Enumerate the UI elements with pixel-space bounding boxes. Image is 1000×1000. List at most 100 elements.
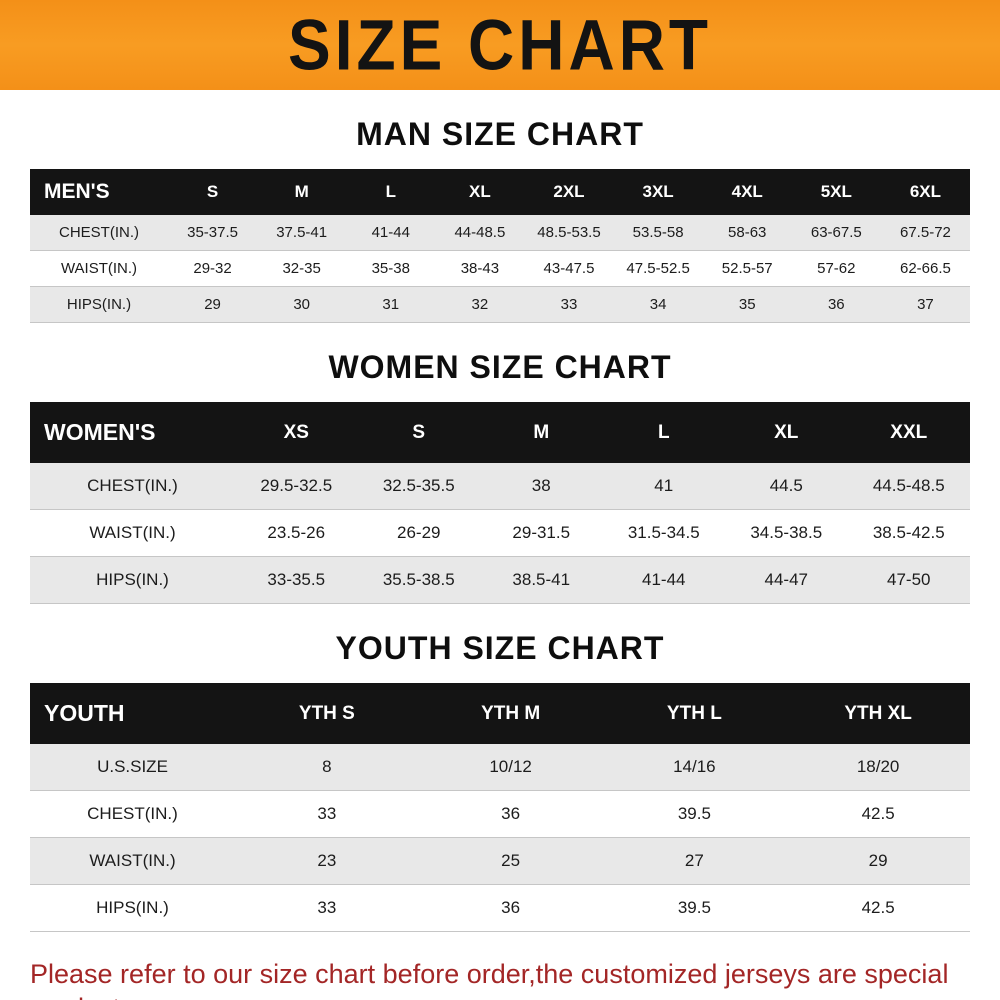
value-cell: 62-66.5 [880, 250, 970, 287]
value-cell: 57-62 [791, 250, 881, 287]
value-cell: 47-50 [847, 556, 970, 604]
value-cell: 38-43 [435, 250, 525, 287]
size-header-cell: YTH S [235, 683, 419, 744]
table-row: U.S.SIZE 8 10/12 14/16 18/20 [30, 744, 970, 791]
value-cell: 23 [235, 837, 419, 885]
value-cell: 8 [235, 744, 419, 791]
value-cell: 29 [168, 286, 258, 323]
measure-label-cell: HIPS(IN.) [30, 286, 168, 323]
value-cell: 37.5-41 [257, 215, 347, 251]
value-cell: 44.5-48.5 [847, 463, 970, 510]
table-row: HIPS(IN.) 29 30 31 32 33 34 35 36 37 [30, 286, 970, 323]
value-cell: 27 [602, 837, 787, 885]
value-cell: 41-44 [602, 556, 725, 604]
table-title-cell: MEN'S [30, 169, 168, 215]
measure-label-cell: WAIST(IN.) [30, 509, 235, 557]
value-cell: 26-29 [357, 509, 480, 557]
youth-size-section: YOUTH SIZE CHART YOUTH YTH S YTH M YTH L YTH… [0, 604, 1000, 932]
page-title: SIZE CHART [288, 4, 712, 86]
women-size-section: WOMEN SIZE CHART WOMEN'S XS S M L XL XXL CHEST(… [0, 323, 1000, 604]
value-cell: 44.5 [725, 463, 848, 510]
value-cell: 31 [346, 286, 436, 323]
value-cell: 35 [702, 286, 792, 323]
size-header-cell: M [480, 402, 603, 463]
size-header-cell: XS [235, 402, 358, 463]
women-size-table: WOMEN'S XS S M L XL XXL CHEST(IN.) 29.5-32.5 32.5… [30, 402, 970, 604]
value-cell: 29-31.5 [480, 509, 603, 557]
size-header-cell: 2XL [524, 169, 614, 215]
size-header-cell: 4XL [702, 169, 792, 215]
value-cell: 41-44 [346, 215, 436, 251]
disclaimer-line-1: Please refer to our size chart before or… [30, 959, 949, 1000]
value-cell: 36 [418, 884, 603, 932]
size-header-cell: L [602, 402, 725, 463]
value-cell: 32.5-35.5 [357, 463, 480, 510]
value-cell: 35.5-38.5 [357, 556, 480, 604]
value-cell: 29-32 [168, 250, 258, 287]
value-cell: 35-38 [346, 250, 436, 287]
man-section-title: MAN SIZE CHART [356, 116, 644, 152]
value-cell: 63-67.5 [791, 215, 881, 251]
size-header-cell: S [168, 169, 258, 215]
size-header-cell: YTH XL [786, 683, 970, 744]
size-header-cell: YTH L [602, 683, 787, 744]
table-row: WAIST(IN.) 23 25 27 29 [30, 837, 970, 885]
table-row: WAIST(IN.) 29-32 32-35 35-38 38-43 43-47.5 47.… [30, 250, 970, 287]
measure-label-cell: HIPS(IN.) [30, 556, 235, 604]
measure-label-cell: CHEST(IN.) [30, 463, 235, 510]
table-row: HIPS(IN.) 33 36 39.5 42.5 [30, 884, 970, 932]
table-row: WAIST(IN.) 23.5-26 26-29 29-31.5 31.5-34.5 34… [30, 509, 970, 557]
value-cell: 38.5-42.5 [847, 509, 970, 557]
value-cell: 52.5-57 [702, 250, 792, 287]
value-cell: 48.5-53.5 [524, 215, 614, 251]
value-cell: 23.5-26 [235, 509, 358, 557]
value-cell: 47.5-52.5 [613, 250, 703, 287]
value-cell: 37 [880, 286, 970, 323]
table-row: CHEST(IN.) 29.5-32.5 32.5-35.5 38 41 44.5 44.5… [30, 463, 970, 510]
value-cell: 41 [602, 463, 725, 510]
value-cell: 34 [613, 286, 703, 323]
value-cell: 33-35.5 [235, 556, 358, 604]
man-size-table: MEN'S S M L XL 2XL 3XL 4XL 5XL 6XL CHEST(IN.) 35-37… [30, 169, 970, 323]
value-cell: 42.5 [786, 790, 970, 838]
table-title-cell: YOUTH [30, 683, 235, 744]
value-cell: 42.5 [786, 884, 970, 932]
table-header-row: MEN'S S M L XL 2XL 3XL 4XL 5XL 6XL [30, 169, 970, 215]
value-cell: 43-47.5 [524, 250, 614, 287]
value-cell: 34.5-38.5 [725, 509, 848, 557]
youth-size-table: YOUTH YTH S YTH M YTH L YTH XL U.S.SIZE 8 10/12… [30, 683, 970, 932]
table-header-row: WOMEN'S XS S M L XL XXL [30, 402, 970, 463]
value-cell: 33 [235, 790, 419, 838]
size-header-cell: YTH M [418, 683, 603, 744]
value-cell: 38 [480, 463, 603, 510]
value-cell: 53.5-58 [613, 215, 703, 251]
measure-label-cell: CHEST(IN.) [30, 790, 235, 838]
man-size-section: MAN SIZE CHART MEN'S S M L XL 2XL 3XL 4XL 5XL 6XL… [0, 90, 1000, 323]
value-cell: 30 [257, 286, 347, 323]
table-row: CHEST(IN.) 33 36 39.5 42.5 [30, 790, 970, 838]
value-cell: 39.5 [602, 884, 787, 932]
size-header-cell: M [257, 169, 347, 215]
value-cell: 33 [524, 286, 614, 323]
value-cell: 36 [418, 790, 603, 838]
measure-label-cell: HIPS(IN.) [30, 884, 235, 932]
size-header-cell: XXL [847, 402, 970, 463]
value-cell: 44-48.5 [435, 215, 525, 251]
value-cell: 25 [418, 837, 603, 885]
value-cell: 14/16 [602, 744, 787, 791]
value-cell: 35-37.5 [168, 215, 258, 251]
value-cell: 58-63 [702, 215, 792, 251]
size-header-cell: XL [435, 169, 525, 215]
measure-label-cell: U.S.SIZE [30, 744, 235, 791]
value-cell: 33 [235, 884, 419, 932]
value-cell: 29 [786, 837, 970, 885]
value-cell: 18/20 [786, 744, 970, 791]
measure-label-cell: WAIST(IN.) [30, 250, 168, 287]
size-header-cell: XL [725, 402, 848, 463]
size-header-cell: 6XL [880, 169, 970, 215]
value-cell: 44-47 [725, 556, 848, 604]
value-cell: 29.5-32.5 [235, 463, 358, 510]
measure-label-cell: WAIST(IN.) [30, 837, 235, 885]
banner: SIZE CHART [0, 0, 1000, 90]
